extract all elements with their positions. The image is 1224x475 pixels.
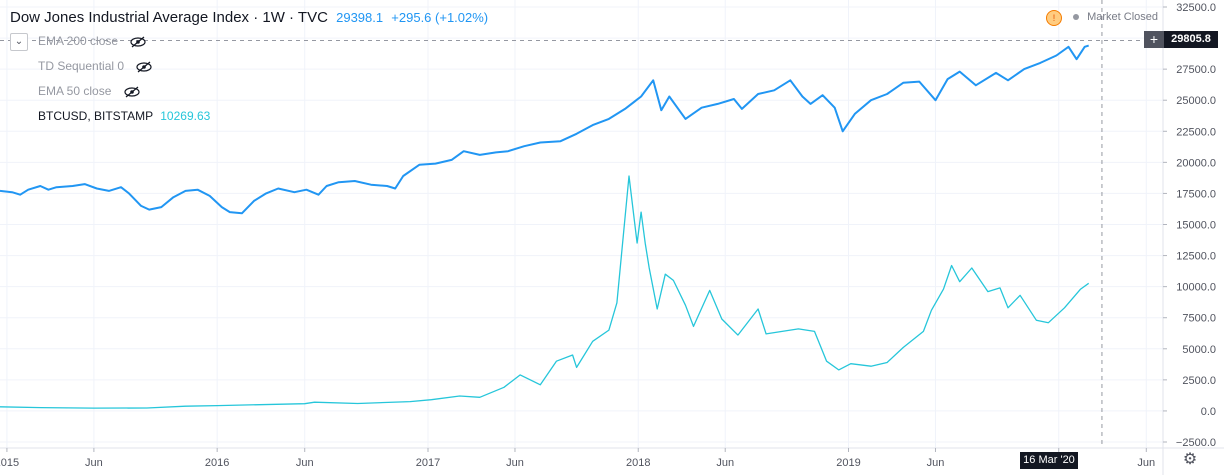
x-tick-label: Jun [716, 457, 734, 469]
y-tick-label: 27500.0 [1176, 64, 1216, 76]
grid-lines [0, 0, 1163, 448]
y-tick-label: 25000.0 [1176, 95, 1216, 107]
x-tick-label: Jun [1137, 457, 1155, 469]
y-tick-label: 20000.0 [1176, 157, 1216, 169]
y-tick-label: 17500.0 [1176, 188, 1216, 200]
x-tick-label: Jun [85, 457, 103, 469]
y-tick-label: 15000.0 [1176, 220, 1216, 232]
x-tick-label: 2017 [416, 457, 440, 469]
y-tick-label: 12500.0 [1176, 251, 1216, 263]
x-tick-label: Jun [927, 457, 945, 469]
y-tick-label: 30000.0 [1176, 33, 1216, 45]
x-tick-label: 2019 [836, 457, 860, 469]
crosshair [0, 0, 1163, 448]
x-tick-label: 2015 [0, 457, 19, 469]
series-layer [0, 44, 1090, 409]
gear-icon[interactable]: ⚙ [1182, 451, 1198, 468]
y-tick-label: 7500.0 [1182, 313, 1216, 325]
dow-jones-line [0, 44, 1089, 215]
chevron-down-icon[interactable]: ⌄ [10, 33, 28, 51]
x-tick-label: 2016 [205, 457, 229, 469]
y-tick-label: 32500.0 [1176, 2, 1216, 14]
time-axis[interactable]: 2015 Jun 2016 Jun 2017 Jun 2018 Jun 2019 Jun 2020 J… [0, 448, 1155, 469]
y-tick-label: 5000.0 [1182, 344, 1216, 356]
btcusd-line [0, 175, 1090, 409]
add-plus-icon[interactable]: + [1144, 31, 1164, 48]
x-tick-label: Jun [506, 457, 524, 469]
y-tick-label: 2500.0 [1182, 375, 1216, 387]
price-axis[interactable]: 32500.0 30000.0 27500.0 25000.0 22500.0 20000… [1163, 2, 1216, 449]
x-tick-label: 2020 [1046, 457, 1070, 469]
y-tick-label: 0.0 [1201, 406, 1216, 418]
x-tick-label: Jun [296, 457, 314, 469]
y-tick-label: 10000.0 [1176, 282, 1216, 294]
x-tick-label: 2018 [626, 457, 650, 469]
y-tick-label: −2500.0 [1176, 437, 1216, 449]
y-tick-label: 22500.0 [1176, 126, 1216, 138]
